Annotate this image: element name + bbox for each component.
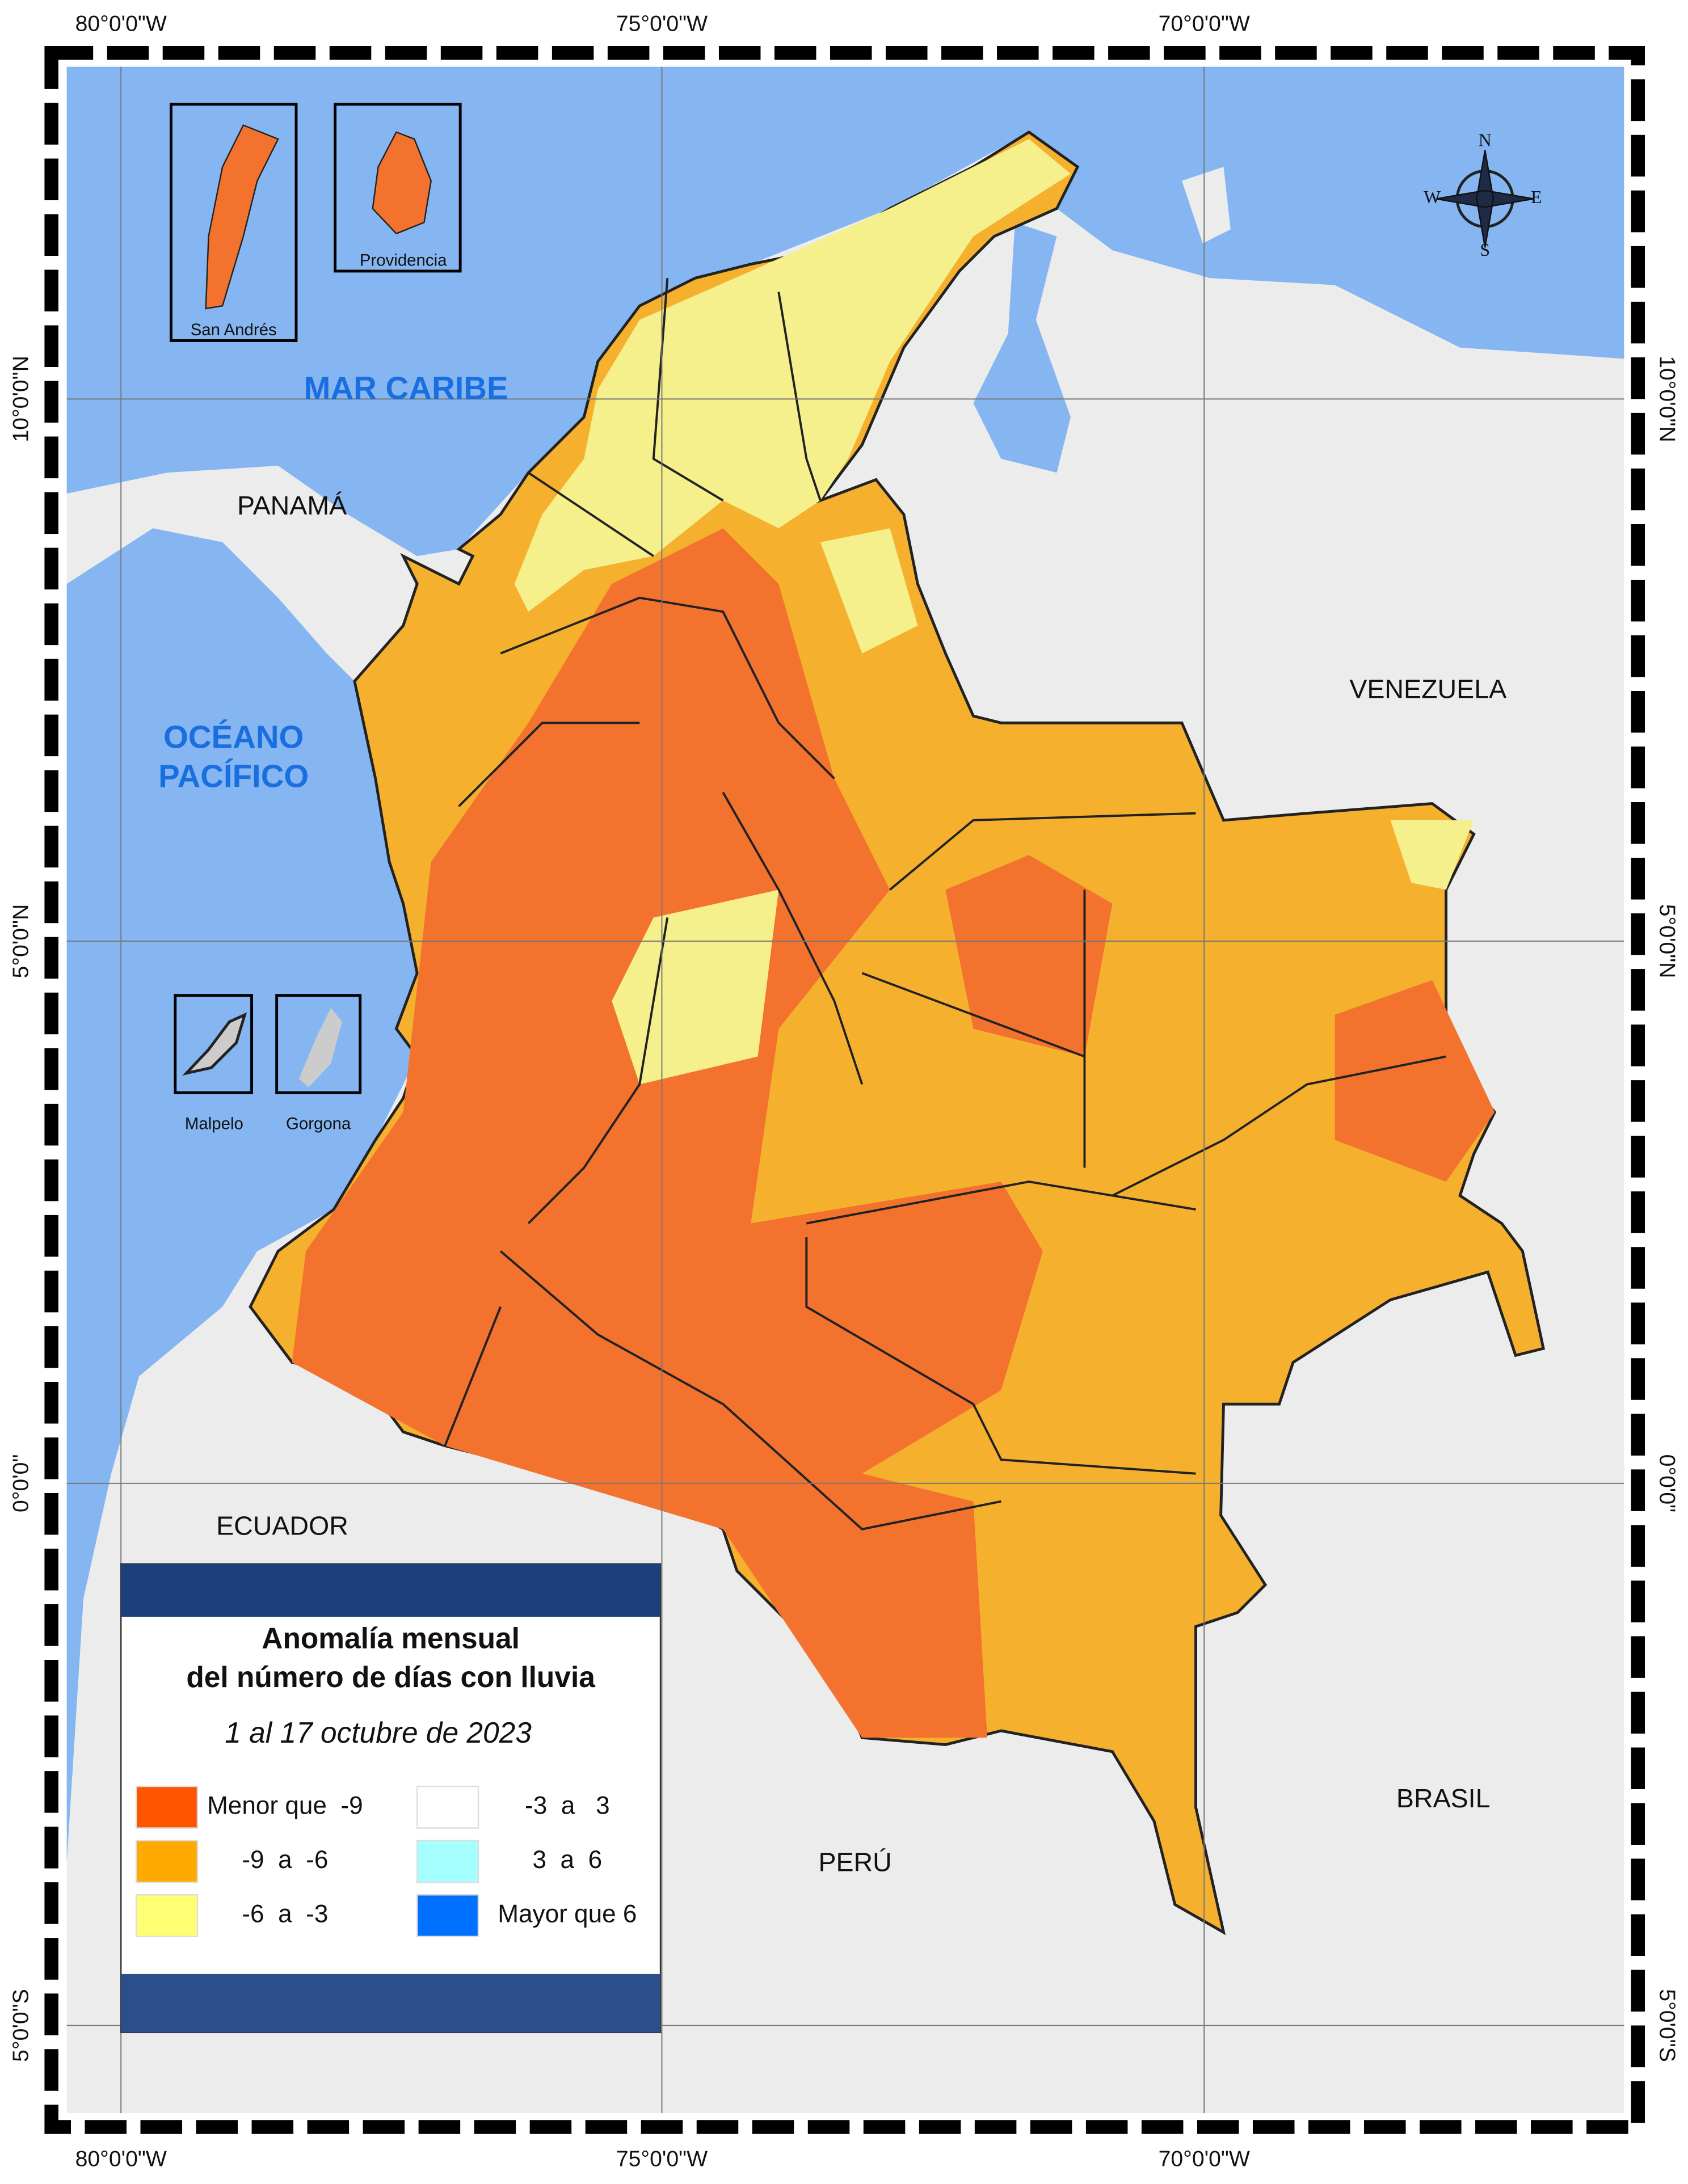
sea-label: MAR CARIBE <box>304 370 508 406</box>
compass-letter: E <box>1531 187 1542 207</box>
colombia <box>249 130 1546 1936</box>
legend-swatch <box>416 1785 479 1829</box>
legend-header <box>121 1563 661 1617</box>
anomaly-zone <box>292 528 1043 1738</box>
legend-box <box>120 1563 662 2034</box>
island-label: Providencia <box>360 251 447 270</box>
country-label: PANAMÁ <box>237 491 347 520</box>
legend-label: -3 a 3 <box>525 1791 610 1819</box>
latitude-label: 10°0'0"N <box>1655 356 1679 442</box>
legend-swatch <box>135 1785 199 1829</box>
island-label: Malpelo <box>185 1114 243 1133</box>
graticule <box>66 66 1624 2113</box>
compass-rose: N E S W <box>1424 130 1542 260</box>
longitude-label: 80°0'0"W <box>75 2147 167 2172</box>
lake-maracaibo <box>973 222 1071 473</box>
legend-footer <box>121 1974 661 2033</box>
legend-title: del número de días con lluvia <box>186 1660 595 1693</box>
latitude-label: 0°0'0" <box>1655 1454 1679 1512</box>
compass-star <box>1436 150 1534 248</box>
latitude-label: 5°0'0"N <box>9 904 33 979</box>
country-label: BRASIL <box>1396 1784 1491 1813</box>
legend-period: 1 al 17 octubre de 2023 <box>225 1716 532 1749</box>
compass-letter: W <box>1424 187 1441 207</box>
country-label: PERÚ <box>818 1848 891 1877</box>
island <box>372 131 432 235</box>
frame <box>44 45 1645 2134</box>
sea-label: OCÉANO <box>163 719 304 755</box>
longitude-label: 75°0'0"W <box>616 2147 708 2172</box>
compass-letter: N <box>1479 130 1492 150</box>
legend-swatch <box>416 1894 479 1937</box>
latitude-label: 5°0'0"S <box>9 1989 33 2062</box>
latitude-label: 5°0'0"N <box>1655 904 1679 979</box>
longitude-label: 75°0'0"W <box>616 12 708 36</box>
legend-swatch <box>135 1894 199 1937</box>
paraguana <box>1181 167 1231 243</box>
latitude-label: 10°0'0"N <box>9 356 33 442</box>
inset-malpelo: Malpelo Gorgona <box>174 994 362 1133</box>
island <box>298 1007 342 1087</box>
country-label: VENEZUELA <box>1349 674 1506 703</box>
compass-letter: S <box>1480 240 1490 260</box>
department-border <box>444 278 1446 1531</box>
legend-label: Mayor que 6 <box>498 1900 637 1928</box>
island-label: San Andrés <box>191 321 277 339</box>
latitude-label: 0°0'0" <box>9 1454 33 1512</box>
legend-label: -9 a -6 <box>242 1846 328 1874</box>
legend-label: Menor que -9 <box>207 1791 363 1819</box>
island <box>205 124 279 310</box>
longitude-label: 70°0'0"W <box>1159 12 1250 36</box>
legend-swatch <box>135 1840 199 1883</box>
pacific-ocean <box>66 528 418 1863</box>
anomaly-zone <box>1390 820 1474 890</box>
anomaly-zone <box>612 889 779 1085</box>
legend-label: -6 a -3 <box>242 1900 328 1928</box>
island-label: Gorgona <box>286 1114 351 1133</box>
sea-label: PACÍFICO <box>158 758 309 794</box>
anomaly-zone <box>945 855 1113 1057</box>
legend-title: Anomalía mensual <box>262 1621 520 1654</box>
anomaly-zone <box>820 528 918 653</box>
island <box>182 1012 247 1076</box>
legend-swatch <box>416 1840 479 1883</box>
inset-san-andres: San Andrés <box>169 103 298 342</box>
legend: Anomalía mensual del número de días con … <box>120 1563 662 2034</box>
anomaly-zone <box>1335 980 1495 1182</box>
latitude-label: 5°0'0"S <box>1655 1989 1679 2062</box>
longitude-label: 70°0'0"W <box>1159 2147 1250 2172</box>
inset-providencia: Providencia <box>334 103 462 273</box>
country-label: ECUADOR <box>216 1511 348 1541</box>
longitude-label: 80°0'0"W <box>75 12 167 36</box>
legend-label: 3 a 6 <box>533 1846 603 1874</box>
